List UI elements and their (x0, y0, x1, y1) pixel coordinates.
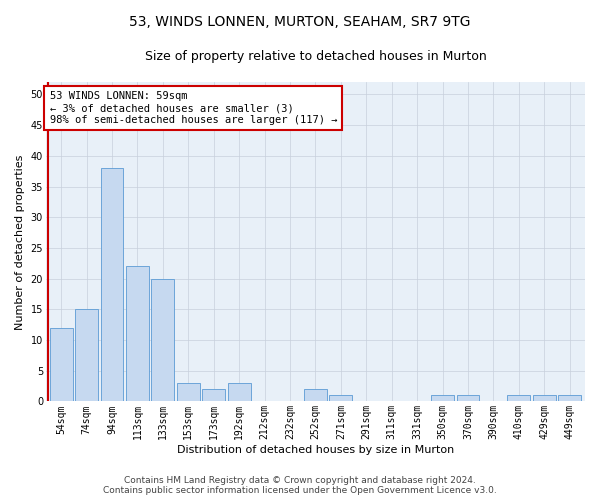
Bar (227, 383, 251, 402)
Bar (329, 396, 352, 402)
Bar (431, 396, 454, 402)
Bar (202, 389, 225, 402)
Text: 53, WINDS LONNEN, MURTON, SEAHAM, SR7 9TG: 53, WINDS LONNEN, MURTON, SEAHAM, SR7 9T… (129, 15, 471, 29)
Text: 53 WINDS LONNEN: 59sqm
← 3% of detached houses are smaller (3)
98% of semi-detac: 53 WINDS LONNEN: 59sqm ← 3% of detached … (50, 92, 337, 124)
Bar (558, 396, 581, 402)
Bar (75, 310, 98, 402)
Bar (508, 396, 530, 402)
Y-axis label: Number of detached properties: Number of detached properties (15, 154, 25, 330)
Title: Size of property relative to detached houses in Murton: Size of property relative to detached ho… (145, 50, 486, 63)
X-axis label: Distribution of detached houses by size in Murton: Distribution of detached houses by size … (177, 445, 454, 455)
Bar (101, 168, 124, 402)
Bar (177, 383, 200, 402)
Bar (304, 389, 327, 402)
Text: Contains HM Land Registry data © Crown copyright and database right 2024.
Contai: Contains HM Land Registry data © Crown c… (103, 476, 497, 495)
Bar (457, 396, 479, 402)
Bar (50, 328, 73, 402)
Bar (126, 266, 149, 402)
Bar (533, 396, 556, 402)
Bar (151, 278, 174, 402)
